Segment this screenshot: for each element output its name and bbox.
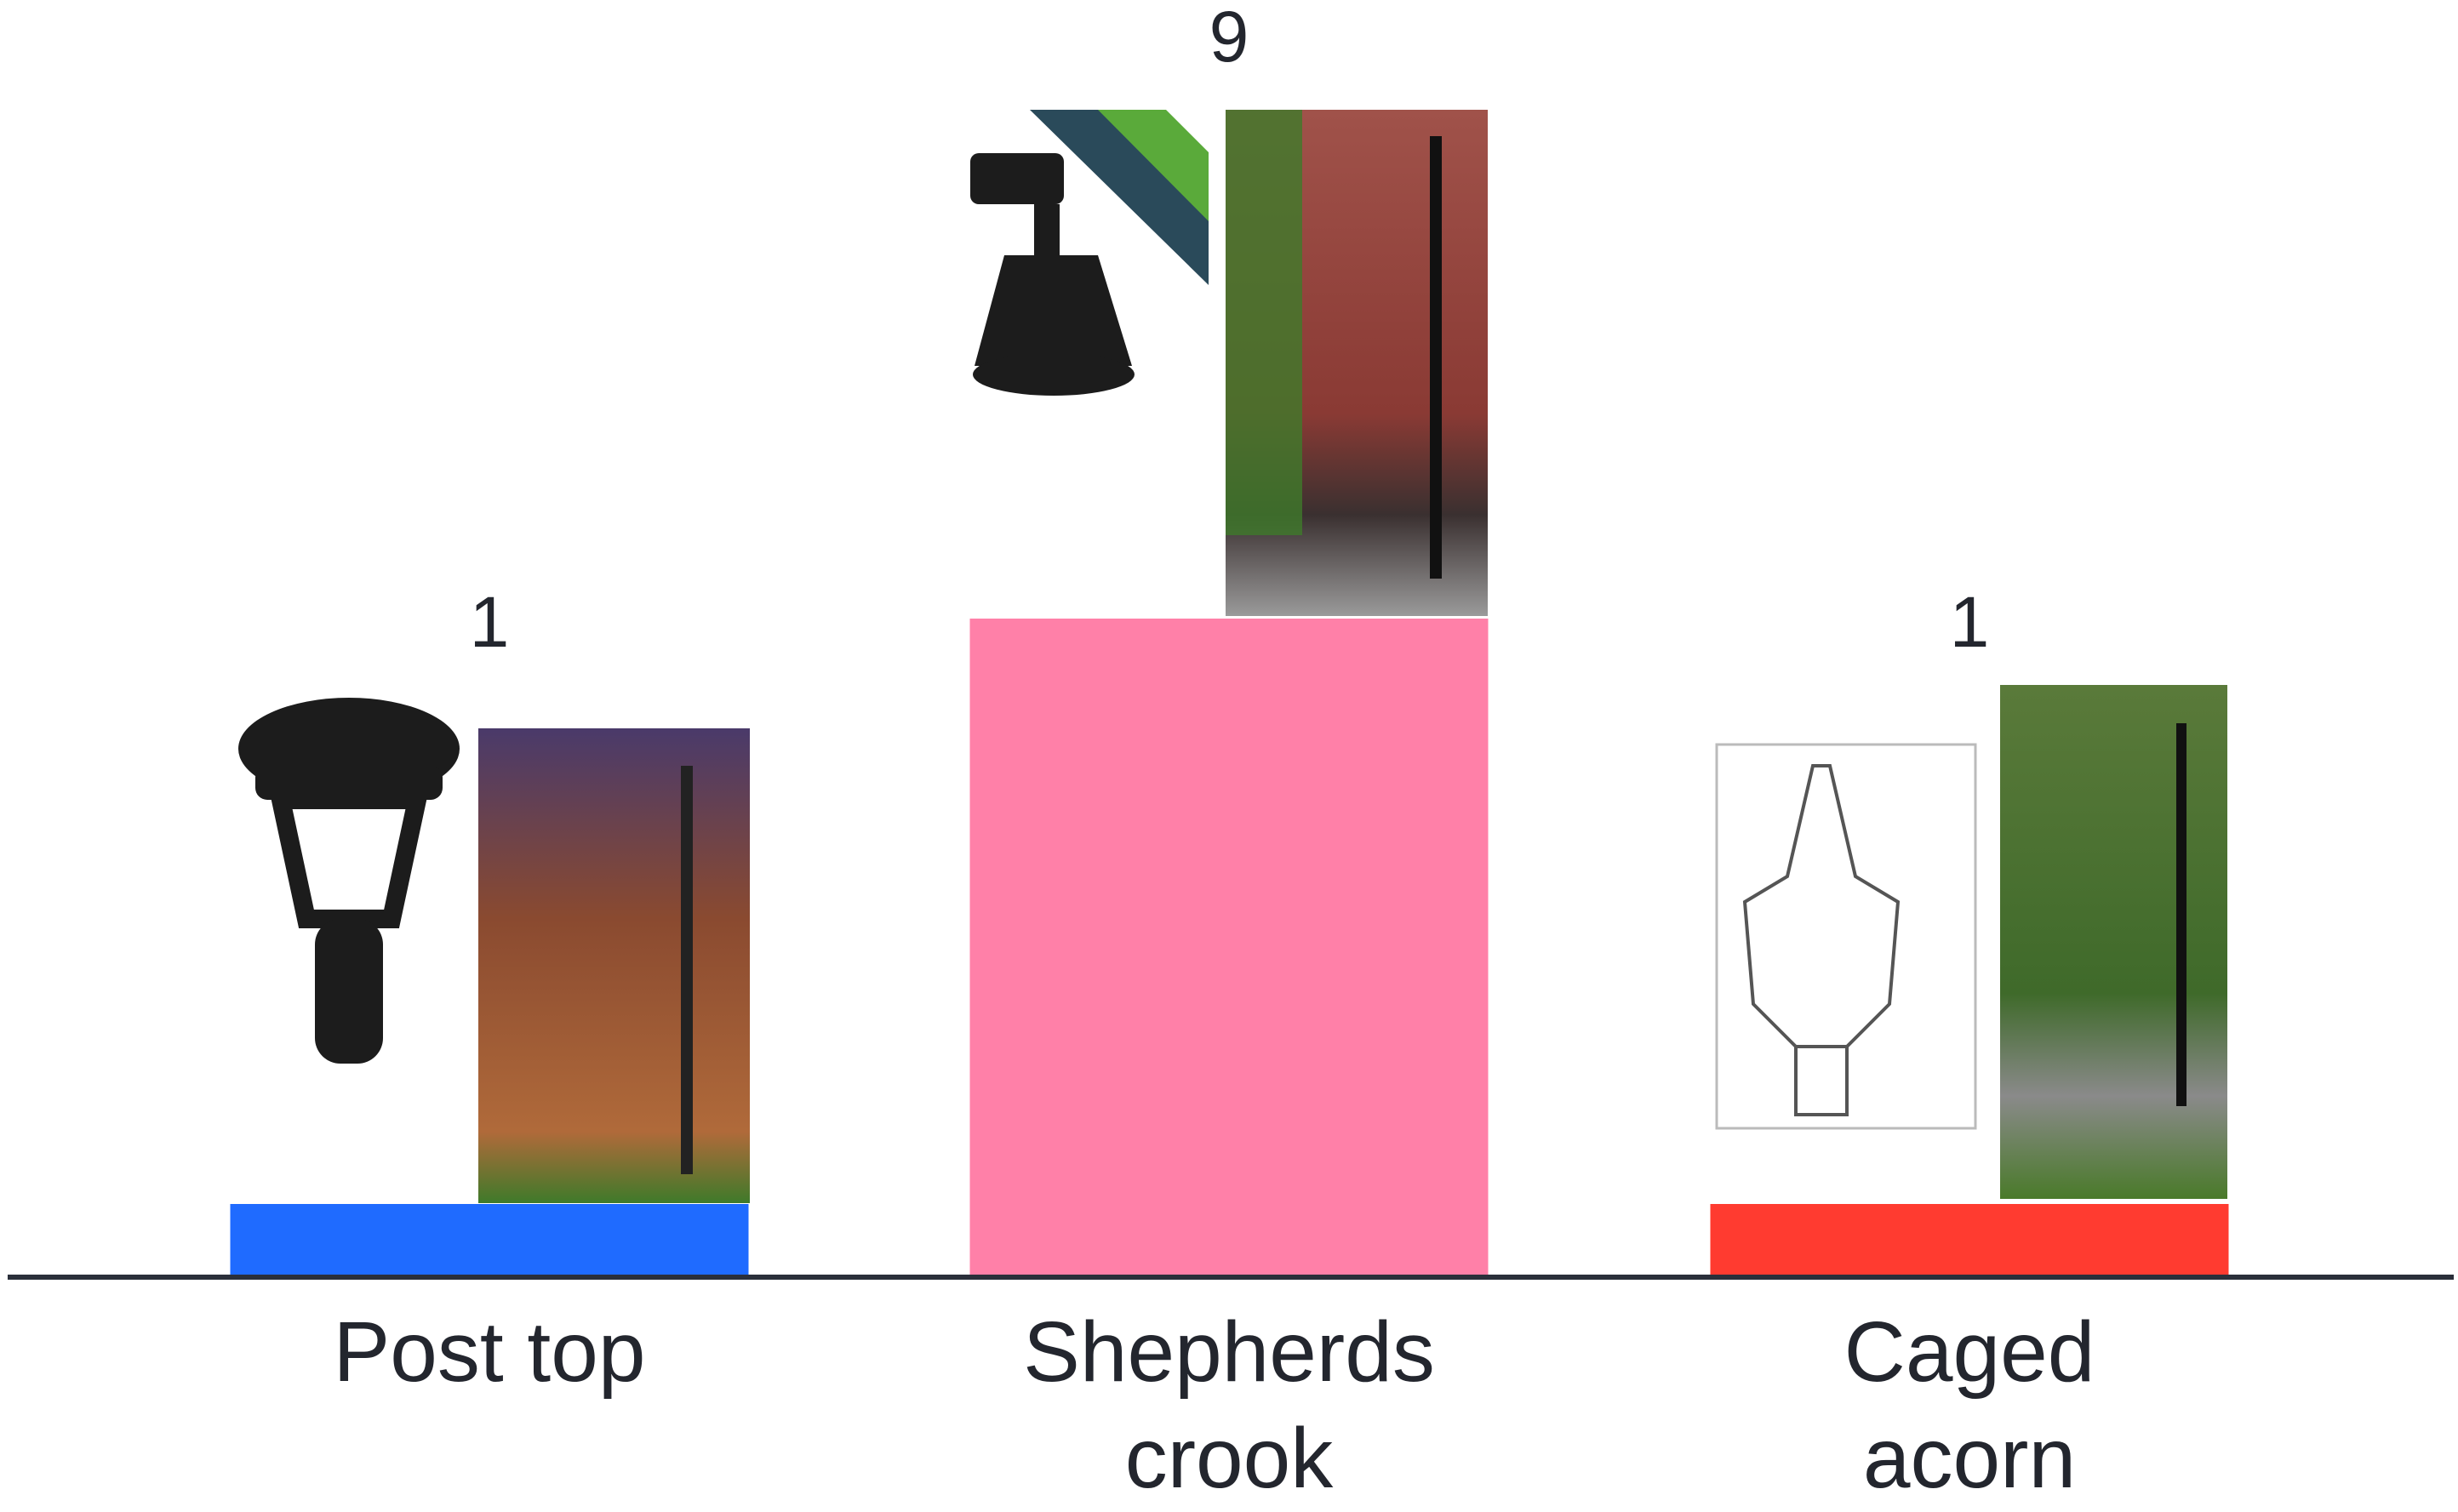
bar bbox=[230, 1204, 749, 1277]
post-top-photo bbox=[478, 728, 750, 1203]
bar bbox=[1710, 1204, 2229, 1277]
value-label: 1 bbox=[1950, 582, 1990, 662]
pole bbox=[681, 766, 693, 1174]
pole bbox=[2176, 723, 2186, 1106]
value-label: 1 bbox=[470, 582, 510, 662]
acorn-sketch bbox=[1742, 764, 1901, 1116]
tree bbox=[1226, 110, 1302, 535]
category-label: Shepherds crook bbox=[1023, 1304, 1435, 1506]
category-label: Post top bbox=[333, 1304, 646, 1400]
led-badge-band bbox=[1098, 110, 1209, 221]
category-label: Caged acorn bbox=[1844, 1304, 2095, 1506]
shepherds-crook-fixture bbox=[970, 153, 1135, 396]
caged-acorn-photo bbox=[2000, 685, 2227, 1199]
value-label: 9 bbox=[1209, 0, 1249, 77]
post-top-fixture bbox=[238, 698, 460, 1064]
pole bbox=[1430, 136, 1442, 579]
bar bbox=[969, 619, 1489, 1277]
